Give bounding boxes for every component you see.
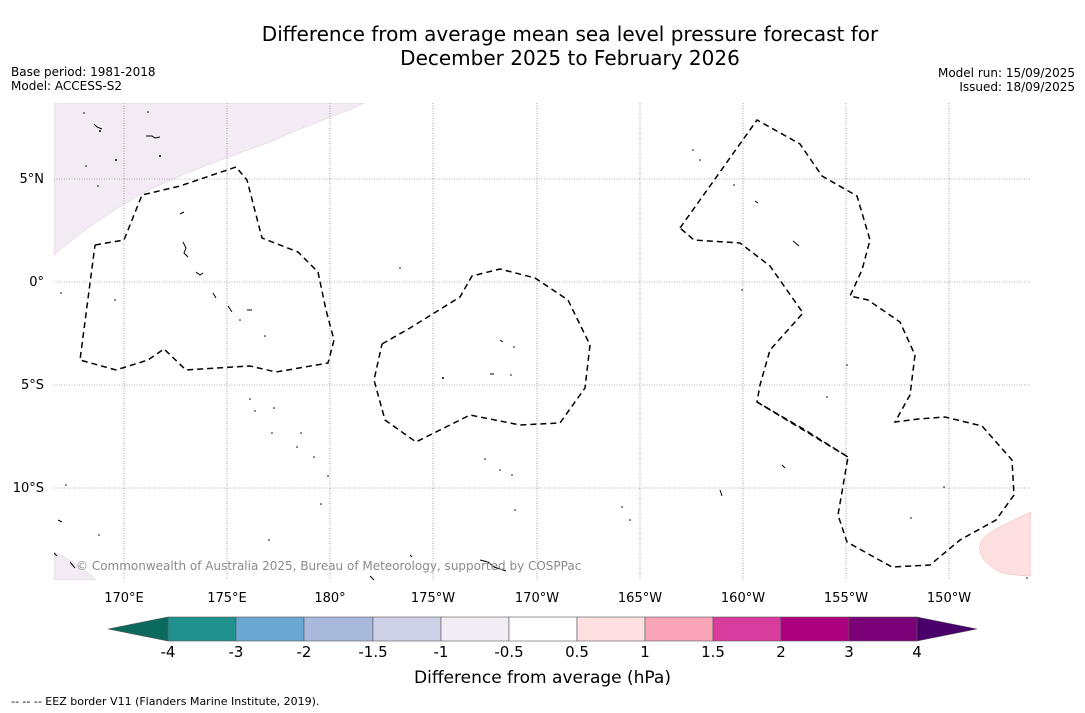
lon-label-155w: 155°W [824,591,868,606]
colorbar-bin-9 [712,616,782,642]
lon-label-150w: 150°W [927,591,971,606]
colorbar-tick: -3 [228,643,244,661]
colorbar-bin-2 [235,616,305,642]
colorbar-tick: -2 [296,643,312,661]
colorbar-extend-low [107,616,169,642]
colorbar-bin-7 [576,616,646,642]
islands [54,123,800,580]
lat-label-10s: 10°S [13,481,44,496]
map-title: Difference from average mean sea level p… [0,22,1085,70]
colorbar-bin-6 [508,616,578,642]
title-line-2: December 2025 to February 2026 [400,46,740,70]
colorbar-bin-4 [372,616,442,642]
positive-anomaly-region-se [979,511,1031,577]
lon-label-170e: 170°E [104,591,144,606]
colorbar-tick: 4 [912,643,922,661]
colorbar-extend-high [916,616,978,642]
model-info: Base period: 1981-2018 Model: ACCESS-S2 [11,65,156,93]
lon-label-180: 180° [314,591,345,606]
base-period: Base period: 1981-2018 [11,65,156,79]
colorbar-tick: -0.5 [494,643,524,661]
colorbar-tick: -4 [160,643,176,661]
colorbar-bin-11 [848,616,918,642]
colorbar-bin-3 [303,616,374,642]
model-run: Model run: 15/09/2025 [937,66,1075,80]
colorbar-bin-5 [440,616,510,642]
negative-anomaly-region-sw [54,551,97,580]
colorbar-tick: -1.5 [358,643,388,661]
copyright-notice: © Commonwealth of Australia 2025, Bureau… [76,559,582,573]
colorbar-label: Difference from average (hPa) [414,668,671,688]
lon-label-170w: 170°W [515,591,559,606]
eez-border-samoa-tokelau-segment [756,401,849,458]
issued-date: Issued: 18/09/2025 [959,80,1075,94]
model-name: Model: ACCESS-S2 [11,79,123,93]
colorbar-tick: 2 [776,643,786,661]
gridlines [54,103,1031,580]
eez-border-kiribati-gilbert [79,166,335,373]
island-dots [60,111,1028,579]
issue-info: Model run: 15/09/2025 Issued: 18/09/2025 [938,66,1075,94]
lon-label-165w: 165°W [618,591,662,606]
lon-label-175e: 175°E [207,591,247,606]
colorbar-tick: -1 [433,643,449,661]
title-line-1: Difference from average mean sea level p… [261,22,879,46]
negative-anomaly-region-nw [54,103,366,256]
colorbar [107,616,978,642]
colorbar-tick: 3 [844,643,854,661]
lat-label-5s: 5°S [21,378,44,393]
colorbar-bin-1 [167,616,237,642]
colorbar-bin-10 [780,616,850,642]
eez-border-kiribati-phoenix [373,268,591,443]
colorbar-tick: 1.5 [701,643,725,661]
colorbar-tick: 0.5 [565,643,589,661]
lat-label-5n: 5°N [20,172,45,187]
eez-border-kiribati-line [679,119,1015,568]
lat-label-0: 0° [29,275,44,290]
colorbar-tick: 1 [640,643,650,661]
lon-label-160w: 160°W [721,591,765,606]
colorbar-bin-8 [644,616,714,642]
lon-label-175w: 175°W [411,591,455,606]
eez-footnote: -- -- -- EEZ border V11 (Flanders Marine… [11,695,320,708]
